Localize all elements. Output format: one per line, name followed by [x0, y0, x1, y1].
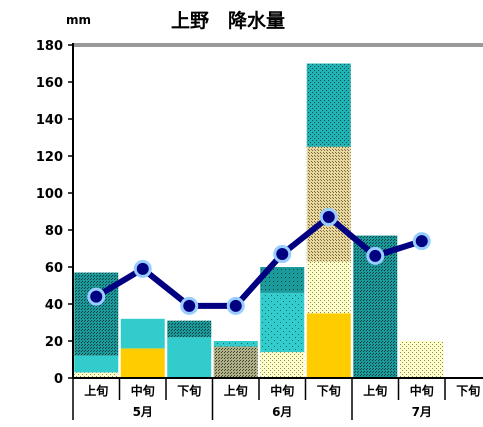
y-tick-label: 180: [36, 39, 63, 54]
y-tick-label: 60: [45, 261, 63, 276]
x-tick-label: 中旬: [270, 383, 294, 398]
bar-segment: [306, 261, 351, 314]
bar-segment: [120, 348, 165, 378]
x-tick-label: 中旬: [410, 383, 434, 398]
unit-label: mm: [66, 13, 91, 27]
x-tick-label: 下旬: [177, 383, 201, 398]
bar-segment: [399, 341, 444, 378]
x-tick-label: 中旬: [131, 383, 155, 398]
bar-segment: [260, 292, 305, 353]
month-label: 7月: [412, 405, 432, 419]
y-tick-label: 20: [45, 335, 63, 350]
bar-segment: [213, 346, 258, 378]
x-tick-label: 下旬: [317, 383, 341, 398]
y-tick-label: 80: [45, 224, 63, 239]
x-tick-label: 上旬: [363, 383, 387, 398]
bar-segment: [74, 372, 119, 378]
bars-layer: [74, 63, 444, 378]
y-tick-label: 140: [36, 113, 63, 128]
x-tick-label: 下旬: [456, 383, 480, 398]
series-point: [226, 296, 245, 315]
y-tick-label: 40: [45, 298, 63, 313]
month-label: 6月: [272, 405, 292, 419]
bar-segment: [260, 352, 305, 378]
bar-segment: [306, 313, 351, 378]
line-layer: [87, 208, 431, 315]
series-point: [87, 287, 106, 306]
y-tick-label: 0: [54, 372, 63, 387]
bar-segment: [74, 355, 119, 373]
series-point: [366, 246, 385, 265]
y-tick-label: 120: [36, 150, 63, 165]
series-line: [94, 214, 423, 309]
y-tick-label: 100: [36, 187, 63, 202]
series-point: [273, 245, 292, 264]
month-label: 5月: [133, 405, 153, 419]
series-point: [133, 259, 152, 278]
y-tick-label: 160: [36, 76, 63, 91]
axes-layer: [68, 43, 483, 420]
bar-segment: [167, 320, 212, 338]
bar-segment: [306, 146, 351, 262]
labels-layer: 0 20 40 60 80 100 120 140 160 180 上旬 中旬 下旬 上旬 中旬 下旬 上旬 中旬…: [36, 39, 480, 419]
x-tick-label: 上旬: [224, 383, 248, 398]
bar-segment: [213, 341, 258, 347]
series-point: [319, 208, 338, 227]
bar-segment: [306, 63, 351, 147]
bar-segment: [120, 318, 165, 349]
chart-title: 上野 降水量: [171, 9, 285, 32]
series-point: [180, 296, 199, 315]
x-tick-label: 上旬: [84, 383, 108, 398]
bar-segment: [167, 337, 212, 378]
series-point: [412, 232, 431, 251]
